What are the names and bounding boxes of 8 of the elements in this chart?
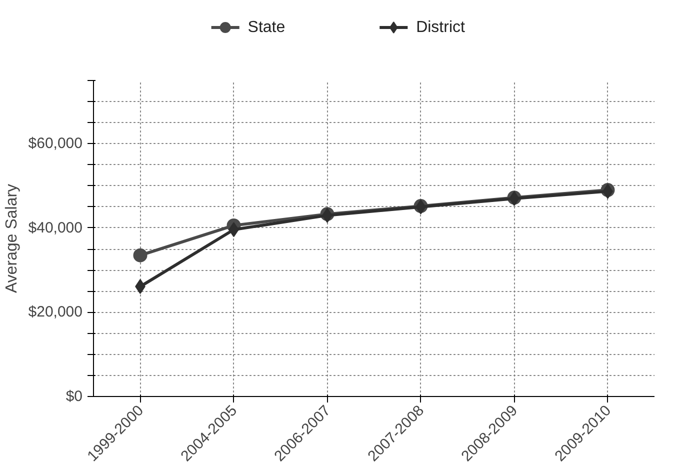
legend-label: District xyxy=(416,19,466,36)
y-tick-label: $20,000 xyxy=(28,304,83,321)
y-tick-label: $40,000 xyxy=(28,219,83,236)
y-tick-label: $0 xyxy=(66,388,83,405)
point xyxy=(133,248,148,262)
legend-label: State xyxy=(248,19,286,36)
y-axis-title: Average Salary xyxy=(3,184,20,294)
y-tick-label: $60,000 xyxy=(28,135,83,152)
